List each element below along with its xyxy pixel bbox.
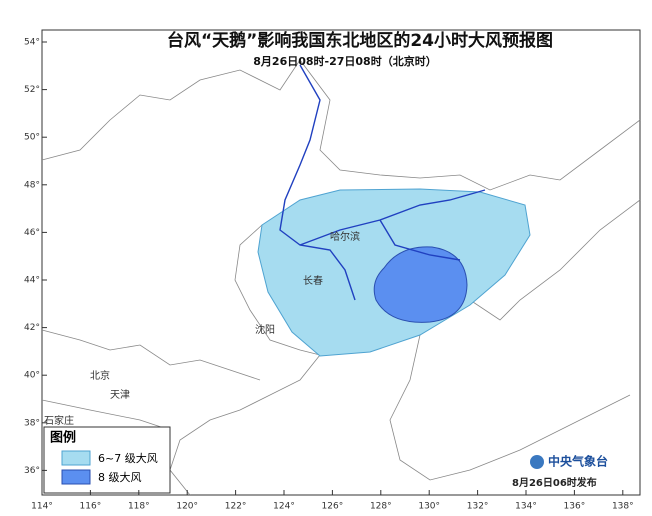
lon-tick-label: 126°: [322, 502, 344, 512]
coast-line: [169, 354, 321, 496]
legend-label: 8 级大风: [98, 470, 142, 484]
lon-tick-label: 128°: [370, 502, 392, 512]
lat-tick-label: 54°: [24, 38, 40, 48]
lat-tick-label: 48°: [24, 180, 40, 190]
lat-tick-label: 42°: [24, 323, 40, 333]
border-line: [41, 59, 641, 191]
lat-tick-label: 40°: [24, 371, 40, 381]
lon-tick-label: 120°: [176, 502, 198, 512]
title: 台风“天鹅”影响我国东北地区的24小时大风预报图: [167, 30, 553, 51]
city-label: 天津: [110, 389, 130, 401]
city-label: 石家庄: [44, 414, 74, 427]
lon-tick-label: 136°: [564, 502, 586, 512]
lat-tick-label: 36°: [24, 466, 40, 476]
coast-line: [389, 334, 631, 481]
border-line: [41, 329, 261, 381]
lon-tick-label: 138°: [612, 502, 634, 512]
lon-tick-label: 124°: [273, 502, 295, 512]
border-line: [41, 399, 171, 431]
lon-tick-label: 134°: [515, 502, 537, 512]
rivers: [279, 64, 486, 301]
lon-tick-label: 122°: [225, 502, 247, 512]
city-label: 沈阳: [255, 323, 275, 336]
subtitle: 8月26日08时-27日08时（北京时）: [253, 54, 436, 68]
issued-time: 8月26日06时发布: [512, 476, 597, 489]
lat-tick-label: 52°: [24, 85, 40, 95]
city-label: 长春: [303, 275, 323, 287]
river: [279, 64, 356, 301]
lon-tick-label: 132°: [467, 502, 489, 512]
lat-tick-label: 46°: [24, 228, 40, 238]
lat-tick-label: 50°: [24, 133, 40, 143]
river: [299, 189, 486, 246]
lon-tick-label: 130°: [418, 502, 440, 512]
lat-tick-label: 44°: [24, 276, 40, 286]
lon-tick-label: 116°: [80, 502, 102, 512]
coast-line: [469, 199, 641, 321]
legend-label: 6~7 级大风: [98, 451, 158, 465]
lon-tick-label: 118°: [128, 502, 150, 512]
legend-swatch: [61, 450, 91, 466]
legend-swatch: [61, 469, 91, 485]
lon-tick-label: 114°: [31, 502, 53, 512]
city-label: 北京: [90, 369, 110, 382]
river: [379, 219, 461, 261]
lat-tick-label: 38°: [24, 418, 40, 428]
gale-8-area: [373, 246, 468, 323]
logo-icon: [530, 455, 544, 469]
publisher: 中央气象台: [548, 454, 608, 469]
city-label: 哈尔滨: [330, 230, 360, 243]
legend-title: 图例: [50, 430, 76, 446]
